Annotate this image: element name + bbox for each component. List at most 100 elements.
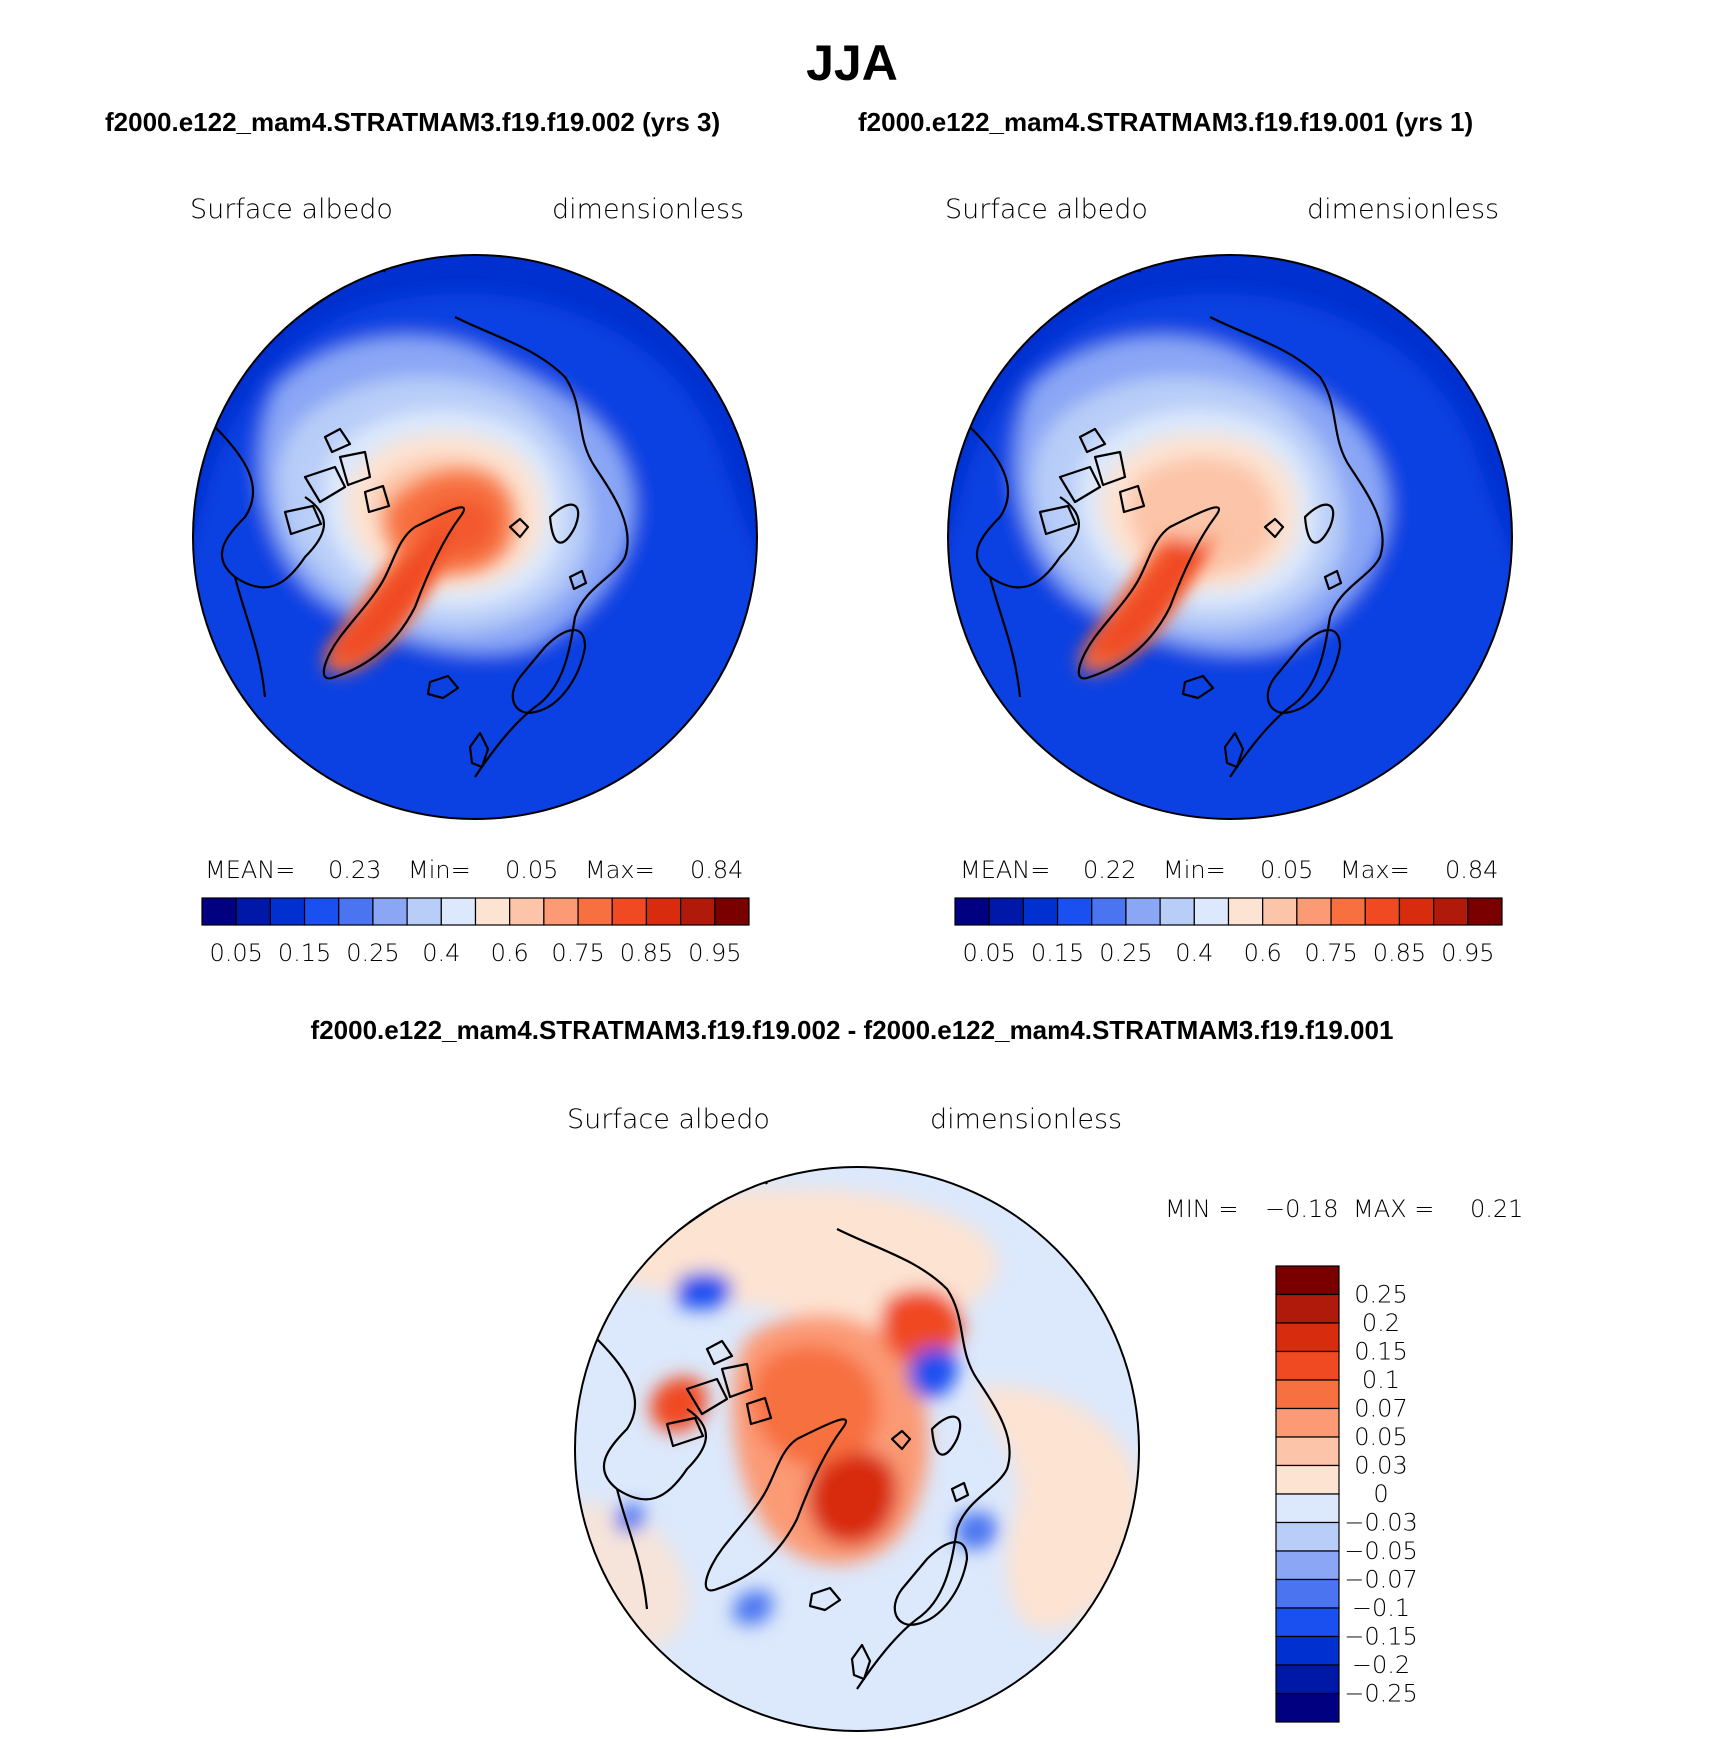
colorbar-swatch bbox=[1467, 897, 1503, 926]
colorbar-swatch bbox=[1275, 1265, 1340, 1296]
colorbar-tick-label: 0.25 bbox=[346, 939, 399, 967]
colorbar-tick-label: −0.1 bbox=[1352, 1594, 1410, 1622]
colorbar-swatch bbox=[1275, 1464, 1340, 1495]
colorbar-tick-label: 0.15 bbox=[278, 939, 331, 967]
colorbar-swatch bbox=[509, 897, 545, 926]
polar-map bbox=[575, 1167, 1139, 1731]
colorbar-swatch bbox=[1275, 1521, 1340, 1552]
colorbar-swatch bbox=[1275, 1407, 1340, 1438]
subtitle-left: f2000.e122_mam4.STRATMAM3.f19.f19.002 (y… bbox=[105, 107, 720, 137]
colorbar-swatch bbox=[1275, 1692, 1340, 1723]
colorbar-tick-label: 0.75 bbox=[1304, 939, 1357, 967]
colorbar-swatch bbox=[1091, 897, 1127, 926]
colorbar-tick-label: 0.4 bbox=[422, 939, 460, 967]
colorbar-tick-label: 0.25 bbox=[1099, 939, 1152, 967]
stat-max-value: 0.84 bbox=[690, 856, 743, 884]
variable-label: Surface albedo bbox=[190, 194, 393, 225]
colorbar-swatch bbox=[1296, 897, 1332, 926]
colorbar-swatch bbox=[1275, 1322, 1340, 1353]
colorbar-swatch bbox=[1275, 1550, 1340, 1581]
colorbar-swatch bbox=[1227, 897, 1264, 926]
colorbar-swatch bbox=[1275, 1664, 1340, 1695]
panel-case-001: Surface albedo dimensionless MEAN= 0.22 … bbox=[930, 194, 1530, 967]
panel-case-002: Surface albedo dimensionless MEAN= 0.23 … bbox=[175, 194, 775, 967]
colorbar-tick-label: −0.2 bbox=[1352, 1651, 1410, 1679]
colorbar-swatch bbox=[201, 897, 237, 926]
colorbar: 0.05 0.15 0.25 0.4 0.6 0.75 0.85 0.95 bbox=[201, 897, 750, 967]
colorbar-tick-label: 0.85 bbox=[620, 939, 673, 967]
stat-mean-value: 0.22 bbox=[1083, 856, 1136, 884]
stat-min-value: 0.05 bbox=[1260, 856, 1313, 884]
difference-title: f2000.e122_mam4.STRATMAM3.f19.f19.002 - … bbox=[311, 1015, 1394, 1045]
colorbar-swatch bbox=[1056, 897, 1093, 926]
colorbar-tick-label: 0.07 bbox=[1354, 1395, 1407, 1423]
stat-mean-label: MEAN= bbox=[205, 856, 295, 884]
colorbar-tick-label: 0.05 bbox=[962, 939, 1015, 967]
stat-min-value: −0.18 bbox=[1265, 1195, 1339, 1223]
colorbar-tick-label: 0.15 bbox=[1354, 1338, 1407, 1366]
variable-label: Surface albedo bbox=[567, 1104, 770, 1135]
colorbar-tick-label: 0.05 bbox=[1354, 1423, 1407, 1451]
colorbar-tick-label: 0.15 bbox=[1031, 939, 1084, 967]
units-label: dimensionless bbox=[552, 194, 744, 225]
colorbar-swatch bbox=[1275, 1607, 1340, 1638]
colorbar-swatch bbox=[1275, 1493, 1340, 1524]
colorbar-swatch bbox=[1275, 1436, 1340, 1467]
stat-max-label: Max= bbox=[1340, 856, 1410, 884]
colorbar-tick-label: −0.05 bbox=[1344, 1537, 1418, 1565]
colorbar-swatch bbox=[954, 897, 990, 926]
colorbar-tick-label: 0.85 bbox=[1373, 939, 1426, 967]
colorbar-tick-label: −0.03 bbox=[1344, 1509, 1418, 1537]
colorbar-tick-label: 0.03 bbox=[1354, 1452, 1407, 1480]
stat-min-value: 0.05 bbox=[505, 856, 558, 884]
colorbar-swatch bbox=[406, 897, 442, 926]
colorbar-tick-label: 0.6 bbox=[491, 939, 529, 967]
colorbar-tick-label: 0 bbox=[1373, 1480, 1388, 1508]
units-label: dimensionless bbox=[930, 1104, 1122, 1135]
colorbar-tick-label: 0.75 bbox=[551, 939, 604, 967]
colorbar-swatch bbox=[1022, 897, 1059, 926]
polar-map bbox=[175, 237, 775, 837]
stat-min-label: Min= bbox=[1163, 856, 1226, 884]
colorbar-swatch bbox=[1364, 897, 1401, 926]
colorbar-tick-label: −0.15 bbox=[1344, 1623, 1418, 1651]
colorbar-tick-label: −0.25 bbox=[1344, 1680, 1418, 1708]
colorbar-swatch bbox=[1275, 1635, 1340, 1666]
colorbar-swatch bbox=[338, 897, 374, 926]
colorbar-tick-label: 0.25 bbox=[1354, 1281, 1407, 1309]
figure-title: JJA bbox=[806, 35, 898, 91]
colorbar-swatch bbox=[1275, 1578, 1340, 1609]
colorbar-swatch bbox=[303, 897, 340, 926]
stat-min-label: MIN = bbox=[1165, 1195, 1238, 1223]
colorbar-swatch bbox=[1433, 897, 1469, 926]
stat-max-value: 0.21 bbox=[1470, 1195, 1523, 1223]
colorbar-swatch bbox=[543, 897, 579, 926]
colorbar-tick-label: 0.05 bbox=[209, 939, 262, 967]
stat-max-label: Max= bbox=[585, 856, 655, 884]
colorbar-tick-label: 0.6 bbox=[1244, 939, 1282, 967]
colorbar-swatch bbox=[440, 897, 477, 926]
colorbar-swatch bbox=[577, 897, 613, 926]
colorbar-tick-label: 0.2 bbox=[1362, 1309, 1400, 1337]
stat-min-label: Min= bbox=[408, 856, 471, 884]
colorbar-swatch bbox=[474, 897, 511, 926]
colorbar-swatch bbox=[714, 897, 750, 926]
stat-mean-label: MEAN= bbox=[960, 856, 1050, 884]
colorbar-swatch bbox=[235, 897, 271, 926]
colorbar-swatch bbox=[1330, 897, 1366, 926]
colorbar-swatch bbox=[372, 897, 408, 926]
colorbar-swatch bbox=[1193, 897, 1230, 926]
colorbar-swatch bbox=[1275, 1350, 1340, 1381]
colorbar-tick-label: 0.95 bbox=[688, 939, 741, 967]
colorbar-swatch bbox=[680, 897, 716, 926]
polar-map bbox=[930, 237, 1530, 837]
subtitle-right: f2000.e122_mam4.STRATMAM3.f19.f19.001 (y… bbox=[858, 107, 1473, 137]
stat-max-label: MAX = bbox=[1353, 1195, 1434, 1223]
colorbar-swatch bbox=[1398, 897, 1435, 926]
colorbar-swatch bbox=[1275, 1379, 1340, 1410]
variable-label: Surface albedo bbox=[945, 194, 1148, 225]
colorbar-swatch bbox=[1275, 1293, 1340, 1324]
colorbar-swatch bbox=[1262, 897, 1298, 926]
colorbar-swatch bbox=[645, 897, 682, 926]
colorbar-swatch bbox=[988, 897, 1024, 926]
